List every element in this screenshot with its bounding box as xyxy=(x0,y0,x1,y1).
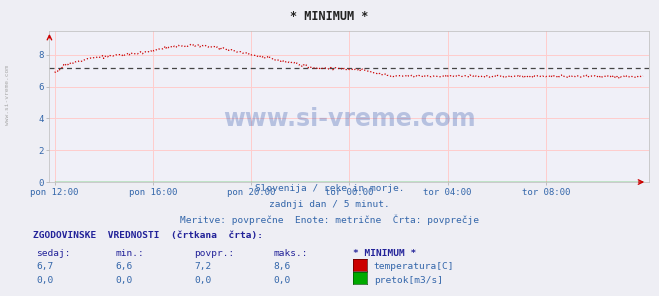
Text: pretok[m3/s]: pretok[m3/s] xyxy=(374,276,443,285)
Text: 6,7: 6,7 xyxy=(36,262,53,271)
Text: 0,0: 0,0 xyxy=(194,276,212,285)
Text: 0,0: 0,0 xyxy=(273,276,291,285)
Text: maks.:: maks.: xyxy=(273,249,308,258)
Text: * MINIMUM *: * MINIMUM * xyxy=(291,10,368,23)
Text: Slovenija / reke in morje.: Slovenija / reke in morje. xyxy=(255,184,404,193)
Text: ZGODOVINSKE  VREDNOSTI  (črtkana  črta):: ZGODOVINSKE VREDNOSTI (črtkana črta): xyxy=(33,231,263,240)
Text: zadnji dan / 5 minut.: zadnji dan / 5 minut. xyxy=(269,200,390,209)
Text: sedaj:: sedaj: xyxy=(36,249,71,258)
Text: 7,2: 7,2 xyxy=(194,262,212,271)
Text: * MINIMUM *: * MINIMUM * xyxy=(353,249,416,258)
Text: 0,0: 0,0 xyxy=(36,276,53,285)
Text: temperatura[C]: temperatura[C] xyxy=(374,262,454,271)
Text: 8,6: 8,6 xyxy=(273,262,291,271)
Text: povpr.:: povpr.: xyxy=(194,249,235,258)
Text: 0,0: 0,0 xyxy=(115,276,132,285)
Text: www.si-vreme.com: www.si-vreme.com xyxy=(223,107,476,131)
Text: Meritve: povprečne  Enote: metrične  Črta: povprečje: Meritve: povprečne Enote: metrične Črta:… xyxy=(180,215,479,226)
Text: 6,6: 6,6 xyxy=(115,262,132,271)
Text: min.:: min.: xyxy=(115,249,144,258)
Text: www.si-vreme.com: www.si-vreme.com xyxy=(5,65,11,125)
